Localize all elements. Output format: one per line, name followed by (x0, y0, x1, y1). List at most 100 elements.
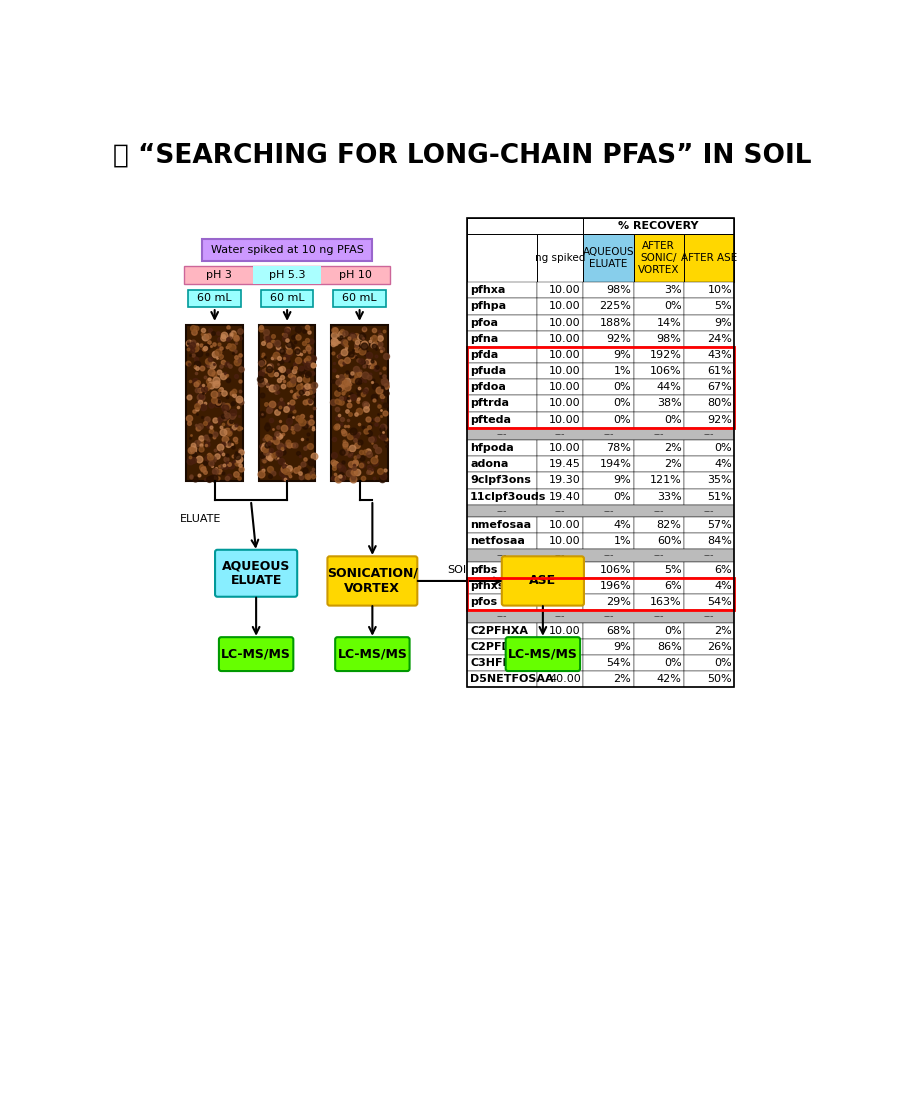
Text: 10.00: 10.00 (549, 366, 581, 376)
Text: 163%: 163% (650, 597, 682, 607)
Text: ---: --- (603, 505, 613, 516)
Text: 6%: 6% (714, 565, 732, 574)
Text: ---: --- (555, 429, 566, 439)
Text: pH 5.3: pH 5.3 (269, 270, 306, 280)
Text: 86%: 86% (657, 642, 682, 652)
Text: 60%: 60% (657, 536, 682, 546)
Bar (584, 517, 633, 533)
Text: 0%: 0% (664, 657, 682, 668)
Bar (584, 380, 633, 395)
Text: 10%: 10% (707, 286, 732, 295)
Text: ---: --- (555, 550, 566, 560)
Text: 5%: 5% (714, 302, 732, 312)
Text: ---: --- (704, 505, 714, 516)
Bar (537, 440, 584, 456)
Text: % RECOVERY: % RECOVERY (619, 221, 699, 231)
Text: Water spiked at 10 ng PFAS: Water spiked at 10 ng PFAS (211, 245, 364, 255)
Bar (537, 639, 584, 655)
Text: pfuda: pfuda (470, 366, 506, 376)
Bar (684, 655, 734, 671)
Bar (467, 380, 537, 395)
Bar (537, 411, 584, 428)
Bar (467, 282, 537, 299)
Bar (467, 533, 537, 549)
Bar (633, 671, 684, 687)
Bar (633, 330, 684, 347)
Bar (633, 347, 684, 363)
Text: 67%: 67% (707, 382, 732, 393)
Text: 0%: 0% (714, 657, 732, 668)
Bar (259, 325, 316, 481)
Bar (633, 395, 684, 411)
Text: 98%: 98% (606, 286, 631, 295)
Bar (684, 561, 734, 578)
Bar (584, 411, 633, 428)
Text: 1%: 1% (613, 366, 631, 376)
Bar (537, 473, 584, 489)
Text: pfna: pfna (470, 334, 498, 344)
Text: ---: --- (496, 505, 507, 516)
Text: ---: --- (653, 612, 664, 621)
Text: 19.45: 19.45 (549, 459, 581, 469)
Text: 0%: 0% (714, 443, 732, 453)
Bar (333, 290, 386, 307)
Bar (584, 282, 633, 299)
Bar (684, 473, 734, 489)
Text: ---: --- (704, 429, 714, 439)
Text: pfhpa: pfhpa (470, 302, 506, 312)
Text: 225%: 225% (599, 302, 631, 312)
Bar (684, 330, 734, 347)
Bar (467, 428, 734, 440)
Text: 40.00: 40.00 (549, 674, 581, 684)
Bar (537, 517, 584, 533)
Bar (584, 347, 633, 363)
Bar (184, 267, 390, 284)
Bar (633, 533, 684, 549)
Text: pftrda: pftrda (470, 398, 509, 408)
Bar (537, 655, 584, 671)
Text: 0%: 0% (664, 415, 682, 424)
Bar (467, 411, 537, 428)
Text: 50%: 50% (707, 674, 732, 684)
Text: 0%: 0% (664, 626, 682, 636)
Text: 60 mL: 60 mL (198, 293, 232, 303)
Text: ⎘ “SEARCHING FOR LONG-CHAIN PFAS” IN SOIL: ⎘ “SEARCHING FOR LONG-CHAIN PFAS” IN SOI… (113, 142, 812, 168)
Bar (584, 330, 633, 347)
Text: 0%: 0% (664, 302, 682, 312)
Text: LC-MS/MS: LC-MS/MS (508, 648, 578, 661)
Text: AQUEOUS
ELUATE: AQUEOUS ELUATE (222, 559, 290, 587)
Bar (537, 299, 584, 315)
Text: 29%: 29% (606, 597, 631, 607)
Bar (467, 473, 537, 489)
Text: netfosaa: netfosaa (470, 536, 525, 546)
Bar (633, 594, 684, 610)
Bar (467, 315, 537, 330)
Bar (684, 411, 734, 428)
Bar (684, 594, 734, 610)
Text: SONICATION/
VORTEX: SONICATION/ VORTEX (327, 567, 418, 595)
Text: 24%: 24% (707, 334, 732, 344)
Text: nmefosaa: nmefosaa (470, 520, 531, 531)
Text: hfpoda: hfpoda (470, 443, 514, 453)
Text: 4%: 4% (714, 459, 732, 469)
Bar (584, 315, 633, 330)
Bar (684, 622, 734, 639)
Bar (467, 561, 537, 578)
Text: pH 3: pH 3 (206, 270, 232, 280)
FancyBboxPatch shape (219, 637, 293, 671)
Text: 78%: 78% (606, 443, 631, 453)
Text: 10.00: 10.00 (549, 443, 581, 453)
Bar (633, 411, 684, 428)
Bar (633, 473, 684, 489)
Text: 19.55: 19.55 (549, 597, 581, 607)
Text: 0%: 0% (613, 415, 631, 424)
Bar (584, 363, 633, 380)
Text: 68%: 68% (606, 626, 631, 636)
Bar (467, 440, 537, 456)
Bar (684, 380, 734, 395)
FancyBboxPatch shape (506, 637, 580, 671)
Text: 14%: 14% (657, 317, 682, 327)
Bar (584, 395, 633, 411)
Text: 10.00: 10.00 (549, 350, 581, 360)
Text: 80%: 80% (707, 398, 732, 408)
